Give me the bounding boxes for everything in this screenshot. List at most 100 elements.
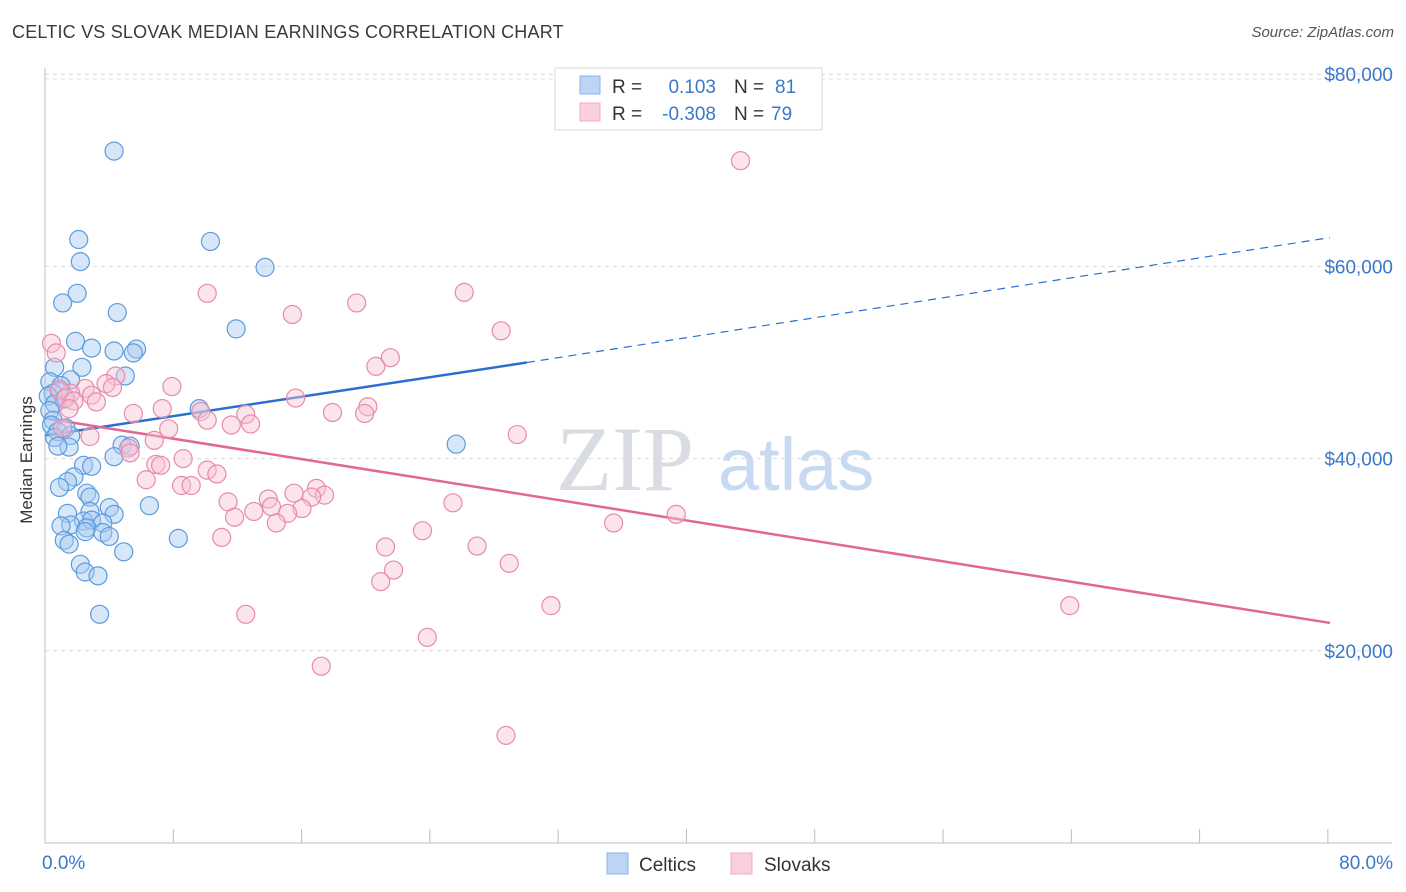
x-tick-label-max: 80.0% bbox=[1339, 853, 1393, 874]
slovaks-point bbox=[171, 475, 192, 496]
celtics-point bbox=[67, 283, 87, 303]
slovaks-point bbox=[173, 449, 193, 469]
celtics-point bbox=[226, 319, 246, 339]
slovaks-point bbox=[454, 282, 474, 302]
slovaks-point bbox=[730, 151, 751, 171]
legend-n-value-slovaks: 79 bbox=[771, 104, 792, 125]
slovaks-point bbox=[244, 501, 264, 522]
slovaks-point bbox=[375, 537, 396, 557]
slovaks-point bbox=[241, 414, 261, 434]
slovaks-point bbox=[292, 498, 312, 519]
watermark-atlas: atlas bbox=[718, 423, 874, 506]
slovaks-point bbox=[159, 419, 179, 439]
slovaks-point bbox=[541, 596, 561, 616]
slovaks-point bbox=[322, 402, 343, 423]
legend-swatch-celtics bbox=[579, 75, 601, 95]
slovaks-point bbox=[306, 478, 327, 498]
slovaks-point bbox=[347, 293, 367, 313]
celtics-point bbox=[168, 528, 188, 548]
slovaks-point bbox=[86, 392, 107, 412]
celtics-point bbox=[81, 338, 102, 358]
celtics-point bbox=[75, 562, 95, 582]
slovaks-point bbox=[144, 430, 164, 450]
slovaks-point bbox=[53, 418, 73, 438]
slovaks-point bbox=[197, 460, 217, 480]
slovaks-point bbox=[236, 604, 256, 624]
celtics-point bbox=[104, 141, 124, 161]
legend-r-label-slovaks: R = bbox=[612, 104, 642, 125]
slovaks-point bbox=[371, 572, 391, 592]
legend-r-label-celtics: R = bbox=[612, 77, 642, 98]
celtics-point bbox=[49, 477, 70, 498]
trend-lines bbox=[44, 236, 1331, 625]
celtics-point bbox=[114, 542, 134, 562]
y-tick-label: $80,000 bbox=[1324, 65, 1393, 86]
celtics-point bbox=[53, 293, 73, 313]
celtics-point bbox=[90, 604, 110, 624]
slovaks-point bbox=[499, 553, 519, 573]
celtics-point bbox=[88, 566, 108, 586]
celtics-point bbox=[255, 257, 275, 277]
celtics-point bbox=[115, 366, 135, 386]
slovaks-point bbox=[1060, 596, 1080, 616]
legend-swatch-slovaks bbox=[579, 102, 601, 122]
slovaks-point bbox=[311, 656, 331, 676]
bottom-legend-swatch-celtics bbox=[606, 852, 629, 875]
slovaks-point bbox=[491, 321, 511, 341]
slovaks-point bbox=[285, 388, 306, 408]
slovaks-point bbox=[380, 348, 400, 368]
celtics-point bbox=[65, 331, 86, 351]
slovaks-trend-line bbox=[44, 417, 1331, 625]
slovaks-point bbox=[59, 399, 79, 419]
slovaks-point bbox=[224, 507, 245, 527]
slovaks-point bbox=[102, 377, 123, 398]
celtics-point bbox=[104, 341, 124, 361]
legend-n-label-celtics: N = bbox=[734, 77, 764, 98]
slovaks-point bbox=[197, 283, 217, 303]
celtics-point bbox=[139, 496, 160, 516]
slovaks-point bbox=[266, 513, 286, 533]
y-tick-labels: $20,000 $40,000 $60,000 $80,000 bbox=[1324, 65, 1393, 663]
slovaks-point bbox=[417, 627, 437, 647]
series-legend: Celtics Slovaks bbox=[606, 852, 831, 876]
slovaks-point bbox=[412, 521, 433, 541]
slovaks-point bbox=[106, 366, 126, 386]
legend-n-value-celtics: 81 bbox=[775, 77, 796, 98]
celtics-point bbox=[48, 436, 68, 456]
legend-r-value-celtics: 0.103 bbox=[668, 77, 716, 98]
chart-title: CELTIC VS SLOVAK MEDIAN EARNINGS CORRELA… bbox=[12, 22, 564, 42]
legend-n-label-slovaks: N = bbox=[734, 104, 764, 125]
slovaks-point bbox=[123, 403, 143, 424]
celtics-point bbox=[75, 522, 95, 542]
y-tick-label: $40,000 bbox=[1324, 450, 1393, 471]
slovaks-point bbox=[120, 443, 140, 463]
y-tick-label: $20,000 bbox=[1324, 642, 1393, 663]
celtics-point bbox=[81, 456, 102, 476]
celtics-point bbox=[200, 231, 221, 252]
celtics-point bbox=[57, 503, 78, 523]
bottom-legend-label-slovaks: Slovaks bbox=[764, 855, 831, 876]
slovaks-point bbox=[261, 497, 282, 517]
axes bbox=[44, 68, 1392, 844]
celtics-point bbox=[69, 229, 89, 250]
slovaks-point bbox=[221, 415, 241, 435]
celtics-point bbox=[72, 357, 92, 377]
celtics-point bbox=[45, 357, 65, 377]
celtics-point bbox=[80, 487, 100, 507]
slovaks-point bbox=[80, 426, 100, 447]
y-tick-label: $60,000 bbox=[1324, 257, 1393, 278]
slovaks-point bbox=[443, 493, 463, 513]
legend-r-value-slovaks: -0.308 bbox=[662, 104, 716, 125]
slovaks-point bbox=[366, 356, 386, 376]
slovaks-point bbox=[666, 504, 686, 524]
slovaks-point bbox=[282, 304, 302, 325]
celtics-point bbox=[99, 526, 119, 547]
slovaks-point bbox=[136, 470, 156, 490]
slovaks-point bbox=[207, 464, 227, 484]
slovaks-point bbox=[236, 404, 256, 425]
slovaks-point bbox=[496, 725, 516, 745]
slovaks-point bbox=[467, 536, 487, 556]
celtics-trend-extension bbox=[526, 236, 1331, 364]
slovaks-point bbox=[212, 527, 232, 548]
